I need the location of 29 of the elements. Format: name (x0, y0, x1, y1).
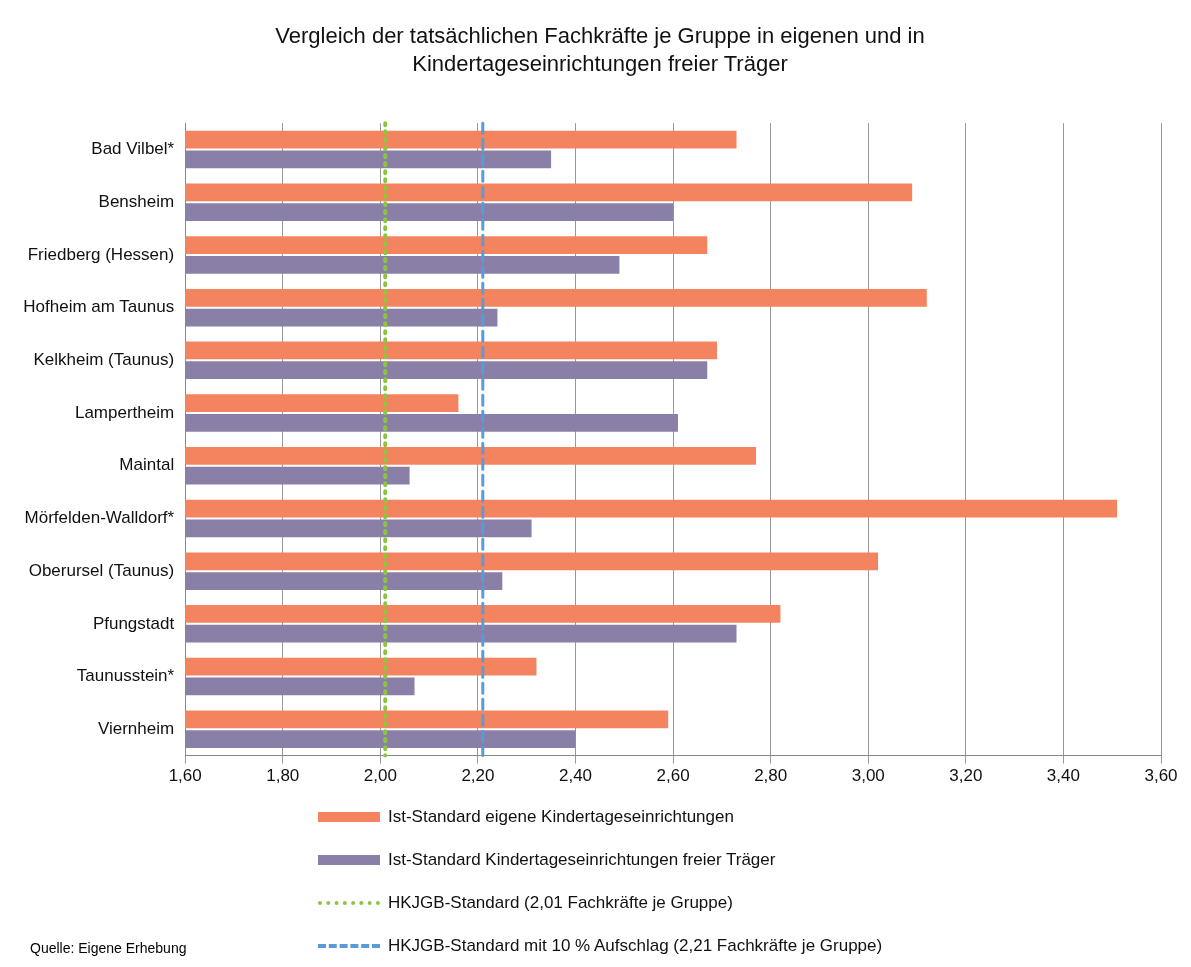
legend-label: Ist-Standard eigene Kindertageseinrichtungen (388, 806, 734, 827)
x-tick-label: 2,40 (558, 766, 593, 786)
x-tick-label: 3,20 (949, 766, 983, 786)
y-tick-label: Kelkheim (Taunus) (33, 350, 175, 370)
y-tick-label: Maintal (119, 455, 175, 475)
chart-title: Vergleich der tatsächlichen Fachkräfte je Gruppe in eigenen und in Kindertageseinrichtungen freier Träger (274, 22, 926, 78)
x-tick-label: 3,40 (1046, 766, 1080, 786)
source-note: Quelle: Eigene Erhebung (30, 940, 187, 956)
y-tick-label: Hofheim am Taunus (23, 297, 175, 317)
x-tick-label: 2,00 (363, 766, 397, 786)
y-tick-label: Lampertheim (74, 402, 175, 422)
x-tick-label: 2,80 (754, 766, 788, 786)
y-tick-label: Pfungstadt (92, 613, 175, 633)
x-tick-label: 2,60 (656, 766, 690, 786)
y-tick-label: Viernheim (97, 718, 175, 738)
x-tick-label: 3,60 (1144, 766, 1178, 786)
x-tick-label: 1,60 (168, 766, 202, 786)
x-tick-label: 2,20 (461, 766, 495, 786)
y-tick-label: Oberursel (Taunus) (28, 560, 175, 580)
y-tick-label: Bad Vilbel* (91, 139, 175, 159)
legend-label: Ist-Standard Kindertageseinrichtungen freier Träger (388, 849, 776, 870)
legend-label: HKJGB-Standard (2,01 Fachkräfte je Gruppe) (388, 892, 733, 913)
y-tick-label: Mörfelden-Walldorf* (24, 508, 175, 528)
x-tick-label: 1,80 (266, 766, 300, 786)
y-tick-label: Friedberg (Hessen) (27, 244, 175, 264)
x-tick-label: 3,00 (851, 766, 885, 786)
y-tick-label: Bensheim (98, 191, 175, 211)
legend-label: HKJGB-Standard mit 10 % Aufschlag (2,21 Fachkräfte je Gruppe) (388, 935, 883, 956)
y-tick-label: Taunusstein* (76, 666, 175, 686)
